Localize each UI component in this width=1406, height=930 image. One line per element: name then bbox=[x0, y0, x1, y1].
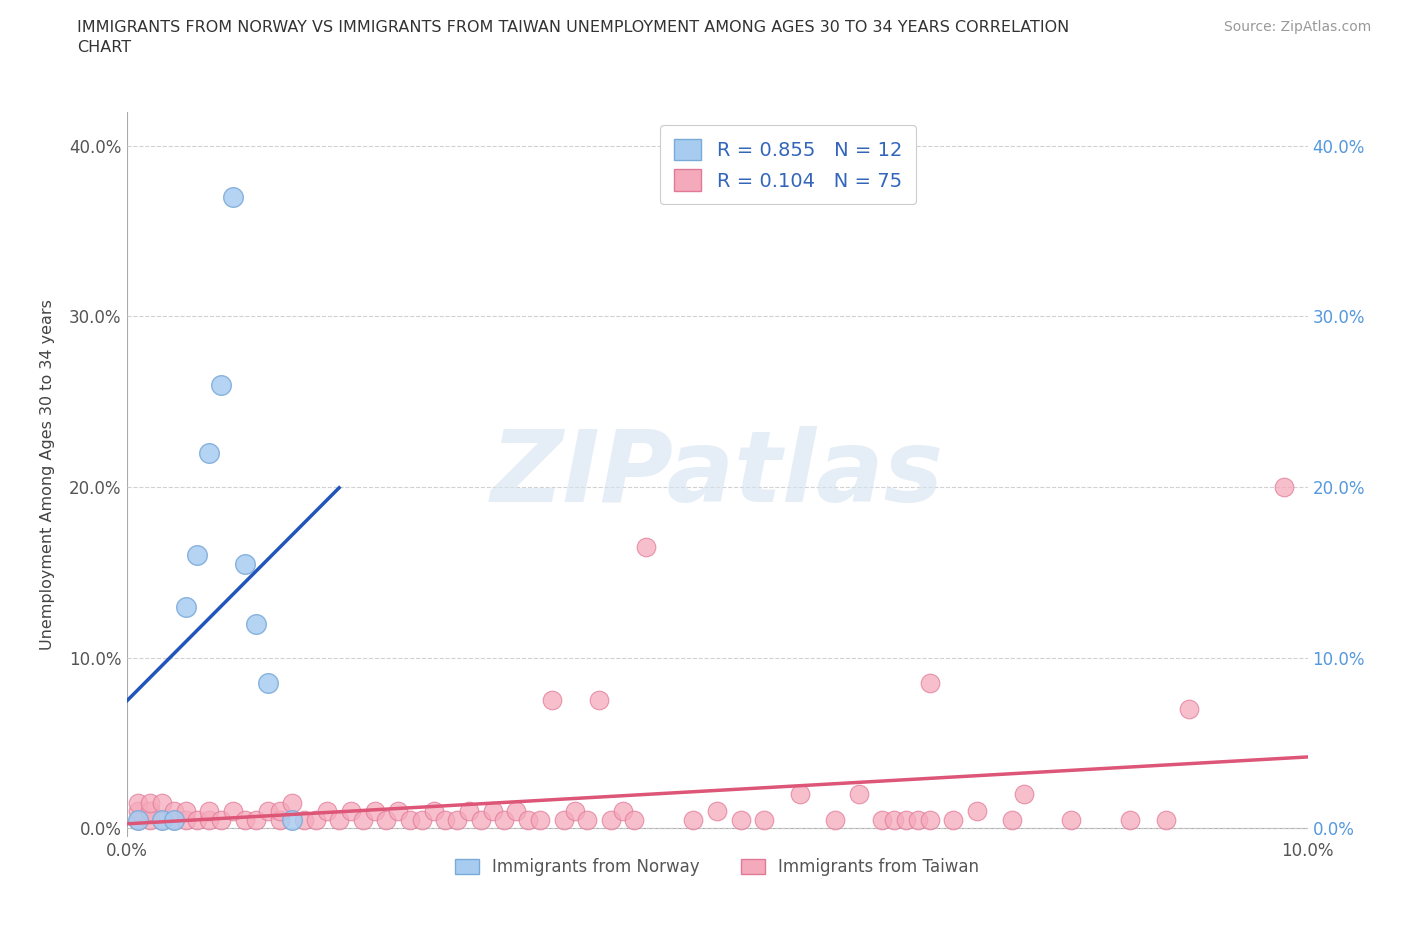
Point bbox=[316, 804, 339, 818]
Point bbox=[1178, 701, 1201, 716]
Point bbox=[304, 813, 326, 828]
Legend: Immigrants from Norway, Immigrants from Taiwan: Immigrants from Norway, Immigrants from … bbox=[449, 852, 986, 883]
Point bbox=[150, 813, 173, 828]
Point bbox=[174, 804, 197, 818]
Point bbox=[375, 813, 398, 828]
Point bbox=[1154, 813, 1177, 828]
Point bbox=[198, 804, 221, 818]
Point bbox=[245, 813, 267, 828]
Point bbox=[222, 804, 245, 818]
Point bbox=[233, 556, 256, 571]
Point bbox=[612, 804, 634, 818]
Point bbox=[292, 813, 315, 828]
Point bbox=[553, 813, 575, 828]
Point bbox=[186, 813, 208, 828]
Point bbox=[1272, 480, 1295, 495]
Point bbox=[517, 813, 540, 828]
Point bbox=[150, 795, 173, 810]
Point bbox=[281, 795, 304, 810]
Point bbox=[564, 804, 586, 818]
Point bbox=[209, 813, 232, 828]
Point bbox=[139, 795, 162, 810]
Point bbox=[918, 676, 941, 691]
Text: Source: ZipAtlas.com: Source: ZipAtlas.com bbox=[1223, 20, 1371, 34]
Point bbox=[529, 813, 551, 828]
Point bbox=[470, 813, 492, 828]
Point bbox=[269, 804, 291, 818]
Point bbox=[411, 813, 433, 828]
Point bbox=[1119, 813, 1142, 828]
Point bbox=[636, 539, 658, 554]
Point bbox=[883, 813, 905, 828]
Point bbox=[127, 795, 149, 810]
Point bbox=[198, 813, 221, 828]
Point bbox=[907, 813, 929, 828]
Point bbox=[399, 813, 422, 828]
Point bbox=[139, 804, 162, 818]
Point bbox=[127, 813, 149, 828]
Point bbox=[682, 813, 704, 828]
Point bbox=[257, 676, 280, 691]
Point bbox=[222, 190, 245, 205]
Point bbox=[576, 813, 599, 828]
Point bbox=[942, 813, 965, 828]
Point bbox=[269, 813, 291, 828]
Point bbox=[233, 813, 256, 828]
Point bbox=[848, 787, 870, 802]
Y-axis label: Unemployment Among Ages 30 to 34 years: Unemployment Among Ages 30 to 34 years bbox=[41, 299, 55, 650]
Point bbox=[1001, 813, 1024, 828]
Point bbox=[150, 813, 173, 828]
Point bbox=[139, 813, 162, 828]
Point bbox=[872, 813, 894, 828]
Point bbox=[706, 804, 728, 818]
Point bbox=[446, 813, 468, 828]
Point bbox=[434, 813, 457, 828]
Point bbox=[163, 804, 186, 818]
Point bbox=[422, 804, 444, 818]
Point bbox=[481, 804, 503, 818]
Point bbox=[363, 804, 385, 818]
Point bbox=[505, 804, 527, 818]
Point bbox=[340, 804, 363, 818]
Point bbox=[163, 813, 186, 828]
Point bbox=[198, 445, 221, 460]
Point bbox=[599, 813, 621, 828]
Text: CHART: CHART bbox=[77, 40, 131, 55]
Point bbox=[127, 804, 149, 818]
Point bbox=[245, 617, 267, 631]
Point bbox=[209, 378, 232, 392]
Point bbox=[918, 813, 941, 828]
Point bbox=[894, 813, 917, 828]
Point bbox=[1012, 787, 1035, 802]
Point bbox=[730, 813, 752, 828]
Point bbox=[754, 813, 776, 828]
Point bbox=[163, 813, 186, 828]
Point bbox=[494, 813, 516, 828]
Point bbox=[281, 813, 304, 828]
Text: ZIPatlas: ZIPatlas bbox=[491, 426, 943, 523]
Point bbox=[328, 813, 350, 828]
Point bbox=[540, 693, 562, 708]
Point bbox=[1060, 813, 1083, 828]
Point bbox=[257, 804, 280, 818]
Text: IMMIGRANTS FROM NORWAY VS IMMIGRANTS FROM TAIWAN UNEMPLOYMENT AMONG AGES 30 TO 3: IMMIGRANTS FROM NORWAY VS IMMIGRANTS FRO… bbox=[77, 20, 1070, 35]
Point bbox=[174, 599, 197, 614]
Point bbox=[588, 693, 610, 708]
Point bbox=[623, 813, 645, 828]
Point bbox=[186, 548, 208, 563]
Point bbox=[174, 813, 197, 828]
Point bbox=[127, 813, 149, 828]
Point bbox=[966, 804, 988, 818]
Point bbox=[352, 813, 374, 828]
Point bbox=[824, 813, 846, 828]
Point bbox=[789, 787, 811, 802]
Point bbox=[458, 804, 481, 818]
Point bbox=[387, 804, 409, 818]
